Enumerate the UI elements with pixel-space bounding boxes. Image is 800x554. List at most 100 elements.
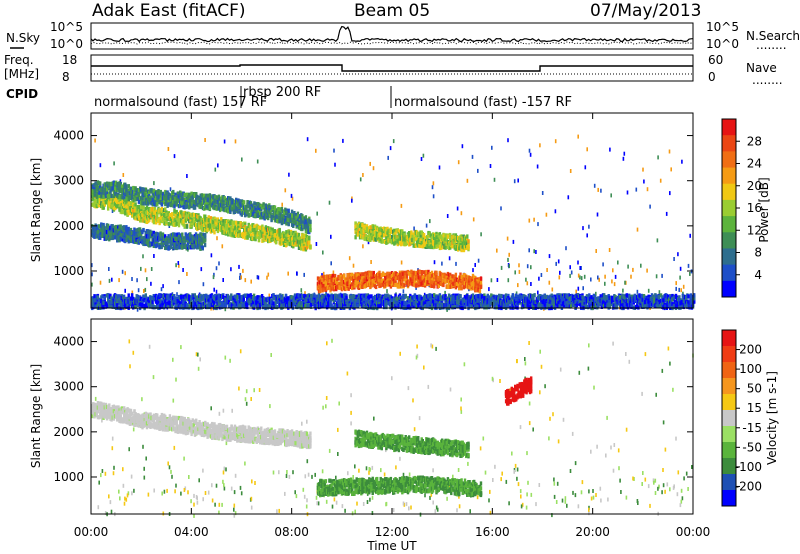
data-pixel xyxy=(285,208,288,213)
data-pixel xyxy=(459,240,462,245)
noise-pixel xyxy=(570,270,573,275)
noise-pixel xyxy=(456,206,459,211)
noise-pixel xyxy=(386,289,388,294)
data-pixel xyxy=(439,245,443,250)
data-pixel xyxy=(433,275,436,280)
data-pixel xyxy=(233,223,237,228)
data-pixel xyxy=(395,234,398,240)
noise-pixel xyxy=(530,282,532,286)
cpid-segment-1: normalsound (fast) 157 RF xyxy=(94,95,267,110)
data-pixel xyxy=(175,209,178,215)
data-pixel xyxy=(356,273,360,278)
data-pixel xyxy=(238,227,241,233)
data-pixel xyxy=(134,216,137,221)
noise-pixel xyxy=(169,187,172,192)
noise-pixel xyxy=(597,275,599,280)
data-pixel xyxy=(274,218,278,223)
data-pixel xyxy=(381,228,385,234)
data-pixel xyxy=(319,288,322,294)
data-pixel xyxy=(382,233,386,238)
noise-pixel xyxy=(216,236,218,241)
data-pixel xyxy=(246,209,249,214)
data-pixel xyxy=(434,239,437,244)
data-pixel xyxy=(363,236,366,241)
data-pixel xyxy=(393,228,396,233)
data-pixel xyxy=(177,223,181,228)
data-pixel xyxy=(136,196,140,201)
noise-pixel xyxy=(334,162,336,167)
noise-pixel xyxy=(257,275,260,280)
data-pixel xyxy=(133,190,136,195)
data-pixel xyxy=(338,274,341,280)
data-pixel xyxy=(225,204,229,209)
data-pixel xyxy=(101,233,104,238)
data-pixel xyxy=(265,229,269,235)
data-pixel xyxy=(150,201,153,206)
data-pixel xyxy=(142,212,145,217)
data-pixel xyxy=(223,196,226,201)
data-pixel xyxy=(445,275,448,280)
noise-pixel xyxy=(514,270,516,275)
data-pixel xyxy=(387,235,390,240)
data-pixel xyxy=(104,187,108,193)
noise-pixel xyxy=(526,264,529,269)
noise-pixel xyxy=(429,219,431,224)
data-pixel xyxy=(438,232,442,237)
noise-pixel xyxy=(622,156,625,161)
data-pixel xyxy=(261,224,264,229)
data-pixel xyxy=(306,224,310,229)
noise-pixel xyxy=(624,280,626,285)
noise-pixel xyxy=(108,267,110,271)
data-pixel xyxy=(394,231,397,236)
data-pixel xyxy=(147,200,150,205)
data-pixel xyxy=(358,230,362,236)
data-pixel xyxy=(308,240,311,245)
data-pixel xyxy=(107,226,110,231)
data-pixel xyxy=(94,182,97,187)
noise-pixel xyxy=(389,146,392,151)
cpid-strip: CPID normalsound (fast) 157 RF rbsp 200 … xyxy=(6,85,572,110)
data-pixel xyxy=(340,276,344,281)
noise-pixel xyxy=(597,187,599,192)
data-pixel xyxy=(290,209,294,214)
noise-pixel xyxy=(646,187,649,192)
data-pixel xyxy=(172,234,175,239)
nave-tick-bottom: 0 xyxy=(708,70,716,84)
noise-pixel xyxy=(223,139,226,144)
data-pixel xyxy=(105,302,109,308)
data-pixel xyxy=(174,192,177,197)
data-pixel xyxy=(389,284,393,289)
noise-pixel xyxy=(256,275,259,280)
noise-pixel xyxy=(333,148,335,153)
data-pixel xyxy=(452,235,455,240)
beam-title: Beam 05 xyxy=(354,1,430,21)
noise-pixel xyxy=(367,240,370,245)
data-pixel xyxy=(93,185,96,190)
data-pixel xyxy=(112,184,116,189)
data-pixel xyxy=(92,196,95,201)
noise-pixel xyxy=(218,261,220,266)
data-pixel xyxy=(143,241,146,246)
data-pixel xyxy=(444,237,447,242)
noise-pixel xyxy=(635,187,638,192)
data-pixel xyxy=(109,233,112,238)
data-pixel xyxy=(161,243,165,248)
data-pixel xyxy=(156,213,159,218)
data-pixel xyxy=(452,240,455,245)
data-pixel xyxy=(159,189,162,195)
noise-pixel xyxy=(477,258,480,263)
data-pixel xyxy=(151,197,154,202)
noise-pixel xyxy=(124,271,126,276)
noise-pixel xyxy=(673,257,675,261)
data-pixel xyxy=(114,295,118,300)
noise-pixel xyxy=(622,288,624,293)
data-pixel xyxy=(183,241,186,246)
noise-pixel xyxy=(142,254,144,259)
data-pixel xyxy=(387,232,390,237)
noise-pixel xyxy=(230,267,232,272)
noise-pixel xyxy=(466,178,469,183)
data-pixel xyxy=(232,220,236,225)
noise-pixel xyxy=(535,250,537,254)
data-pixel xyxy=(203,238,207,243)
noise-pixel xyxy=(160,287,163,292)
